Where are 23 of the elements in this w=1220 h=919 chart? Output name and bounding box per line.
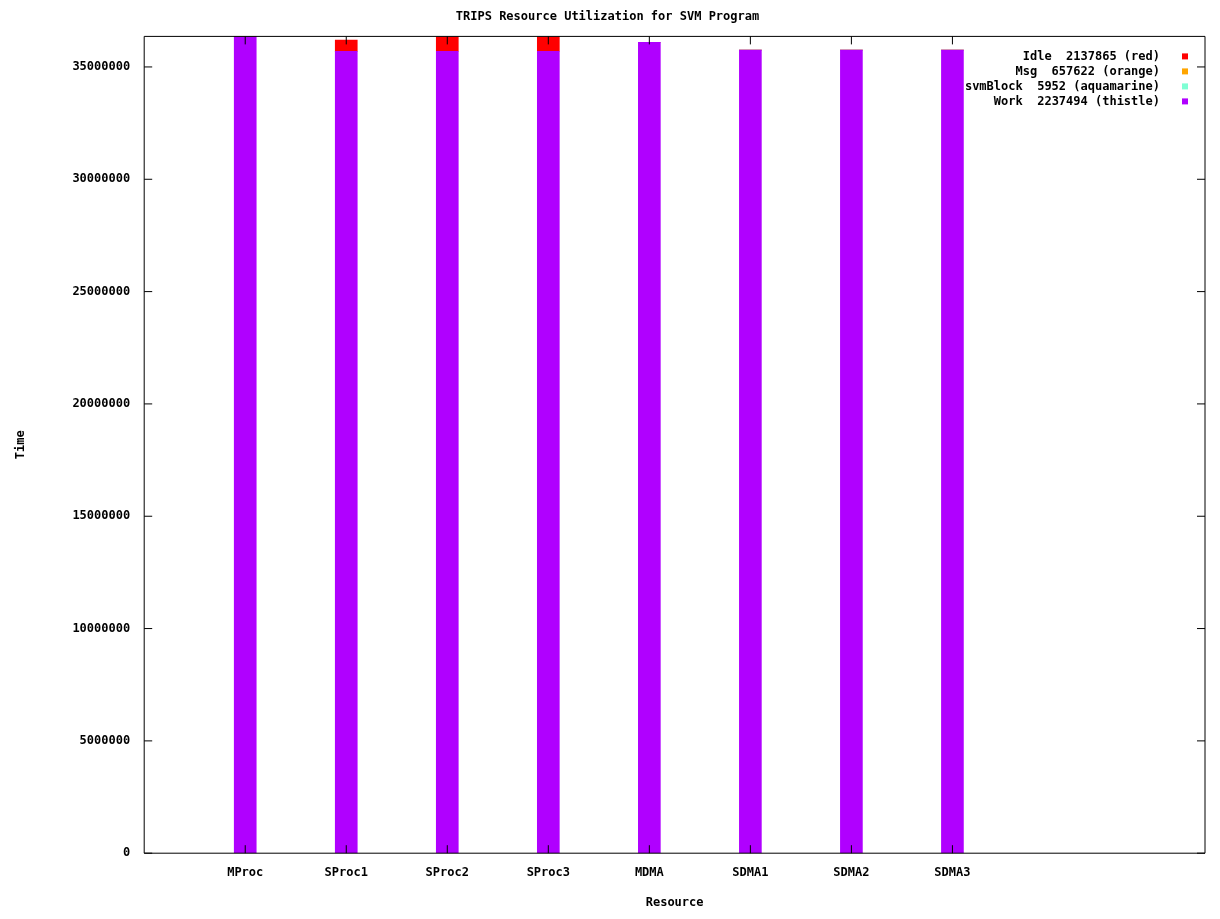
x-tick-label: MProc (227, 864, 264, 879)
x-tick-label: SDMA1 (732, 864, 769, 879)
y-tick-label: 35000000 (72, 59, 131, 74)
x-axis-title: Resource (645, 894, 704, 909)
x-tick-label: SProc1 (324, 864, 368, 879)
x-tick-label: SProc3 (526, 864, 570, 879)
y-axis-title: Time (13, 430, 28, 460)
y-tick-label: 10000000 (72, 620, 131, 635)
x-tick-label: MDMA (634, 864, 665, 879)
y-tick-label: 15000000 (72, 508, 131, 523)
y-tick-label: 0 (122, 845, 131, 860)
y-tick-label: 30000000 (72, 171, 131, 186)
x-tick-label: SDMA3 (934, 864, 971, 879)
legend-label: svmBlock 5952 (aquamarine) (964, 78, 1160, 93)
y-tick-label: 25000000 (72, 283, 131, 298)
x-tick-label: SProc2 (425, 864, 469, 879)
y-tick-label: 20000000 (72, 396, 131, 411)
y-tick-label: 5000000 (79, 733, 131, 747)
legend-label: Work 2237494 (thistle) (993, 93, 1160, 108)
chart-title: TRIPS Resource Utilization for SVM Program (455, 9, 760, 24)
legend-label: Idle 2137865 (red) (1022, 48, 1160, 63)
x-tick-label: SDMA2 (833, 864, 870, 879)
legend-label: Msg 657622 (orange) (1015, 63, 1160, 78)
